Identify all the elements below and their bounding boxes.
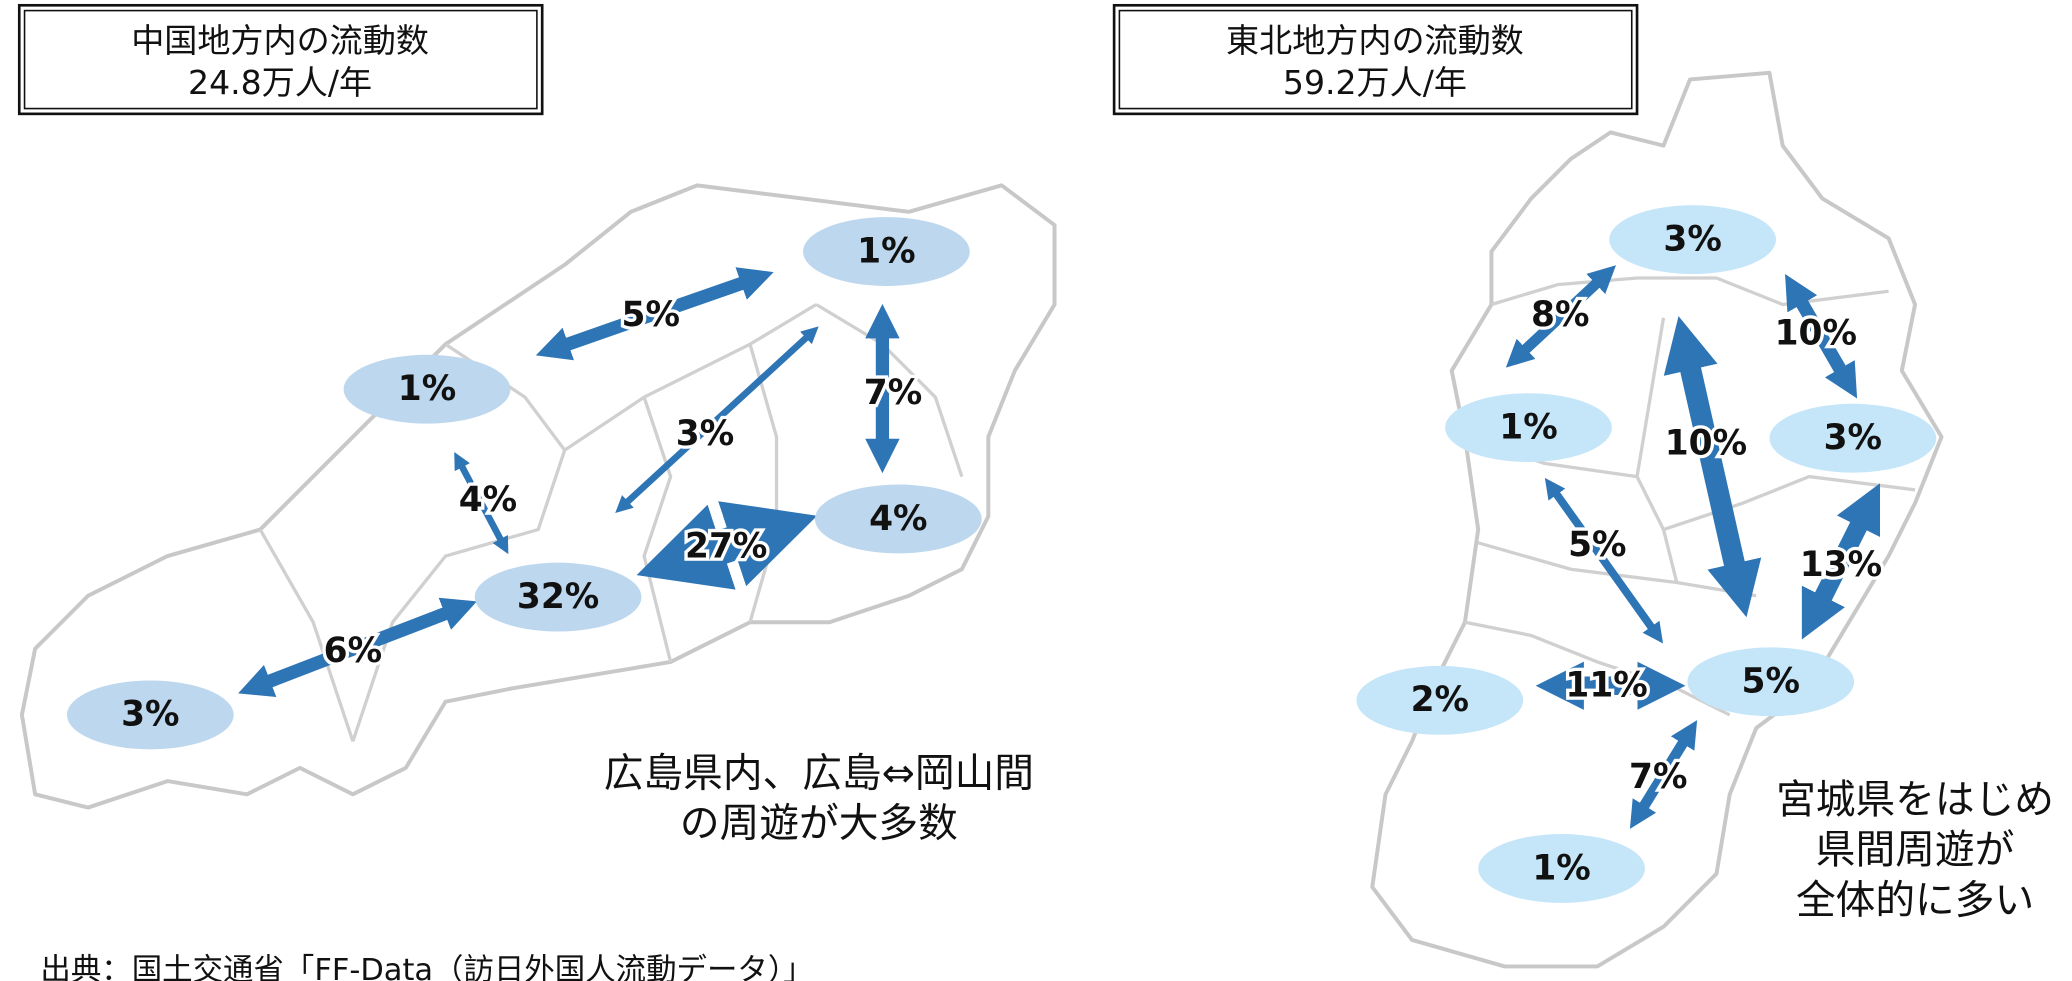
- flow-arrow: [1629, 720, 1698, 829]
- nodes: [66, 217, 982, 750]
- title-box: 中国地方内の流動数 24.8万人/年: [17, 3, 544, 116]
- node-label: 1%: [1499, 407, 1557, 447]
- total: 59.2万人/年: [1283, 63, 1467, 102]
- flow-label: 10%: [1665, 423, 1747, 463]
- node-label: 32%: [517, 577, 599, 617]
- node-label: 3%: [1663, 219, 1721, 259]
- title: 東北地方内の流動数: [1226, 21, 1524, 60]
- flow-arrow: [1785, 274, 1858, 399]
- flow-arrow: [535, 267, 774, 361]
- flow-arrow: [1505, 265, 1616, 368]
- source: 出典：国土交通省「FF-Data（訪日外国人流動データ）」: [40, 953, 813, 981]
- flow-arrow: [1544, 477, 1664, 644]
- node-label: 2%: [1411, 680, 1469, 720]
- flow-label: 8%: [1531, 295, 1589, 335]
- flow-label: 27%: [685, 527, 767, 567]
- flow-label: 13%: [1800, 545, 1882, 585]
- node: [802, 217, 970, 286]
- flow-label: 7%: [1629, 757, 1687, 797]
- flow-arrow: [454, 451, 509, 555]
- flow-label: 7%: [864, 373, 922, 413]
- title: 中国地方内の流動数: [131, 21, 429, 60]
- node: [1769, 403, 1937, 473]
- note: 全体的に多い: [1796, 877, 2034, 923]
- node: [1356, 665, 1524, 735]
- node: [814, 484, 982, 554]
- flow-arrow: [1663, 316, 1762, 618]
- flow-label: 10%: [1775, 313, 1857, 353]
- node: [1609, 205, 1777, 275]
- node: [1478, 834, 1645, 903]
- title-box: 東北地方内の流動数 59.2万人/年: [1112, 3, 1639, 116]
- note: 宮城県をはじめ: [1776, 777, 2054, 823]
- note: 広島県内、広島⇔岡山間: [604, 750, 1034, 796]
- note: の周遊が大多数: [680, 801, 958, 847]
- node: [474, 562, 642, 632]
- flow-label: 4%: [459, 480, 517, 520]
- flow-label: 3%: [676, 414, 734, 454]
- node-label: 4%: [869, 499, 927, 539]
- node-label: 1%: [857, 231, 915, 271]
- node-label: 1%: [398, 369, 456, 409]
- flow-arrow: [636, 501, 818, 590]
- flow-label: 5%: [1568, 525, 1626, 565]
- nodes: [1356, 205, 1937, 903]
- flow-label: 11%: [1565, 666, 1647, 706]
- node: [1687, 647, 1855, 717]
- flow-arrow: [238, 597, 477, 698]
- total: 24.8万人/年: [188, 63, 372, 102]
- flow-label: 6%: [324, 631, 382, 671]
- node: [343, 354, 511, 424]
- node-label: 3%: [1824, 418, 1882, 458]
- note: 県間周遊が: [1816, 827, 2015, 873]
- node: [66, 680, 234, 750]
- flow-arrow: [1801, 483, 1880, 640]
- node: [1445, 393, 1612, 463]
- node-label: 3%: [121, 695, 179, 735]
- flow-label: 5%: [622, 295, 680, 335]
- flow-arrow: [615, 326, 819, 514]
- node-label: 1%: [1532, 848, 1590, 888]
- node-label: 5%: [1742, 662, 1800, 702]
